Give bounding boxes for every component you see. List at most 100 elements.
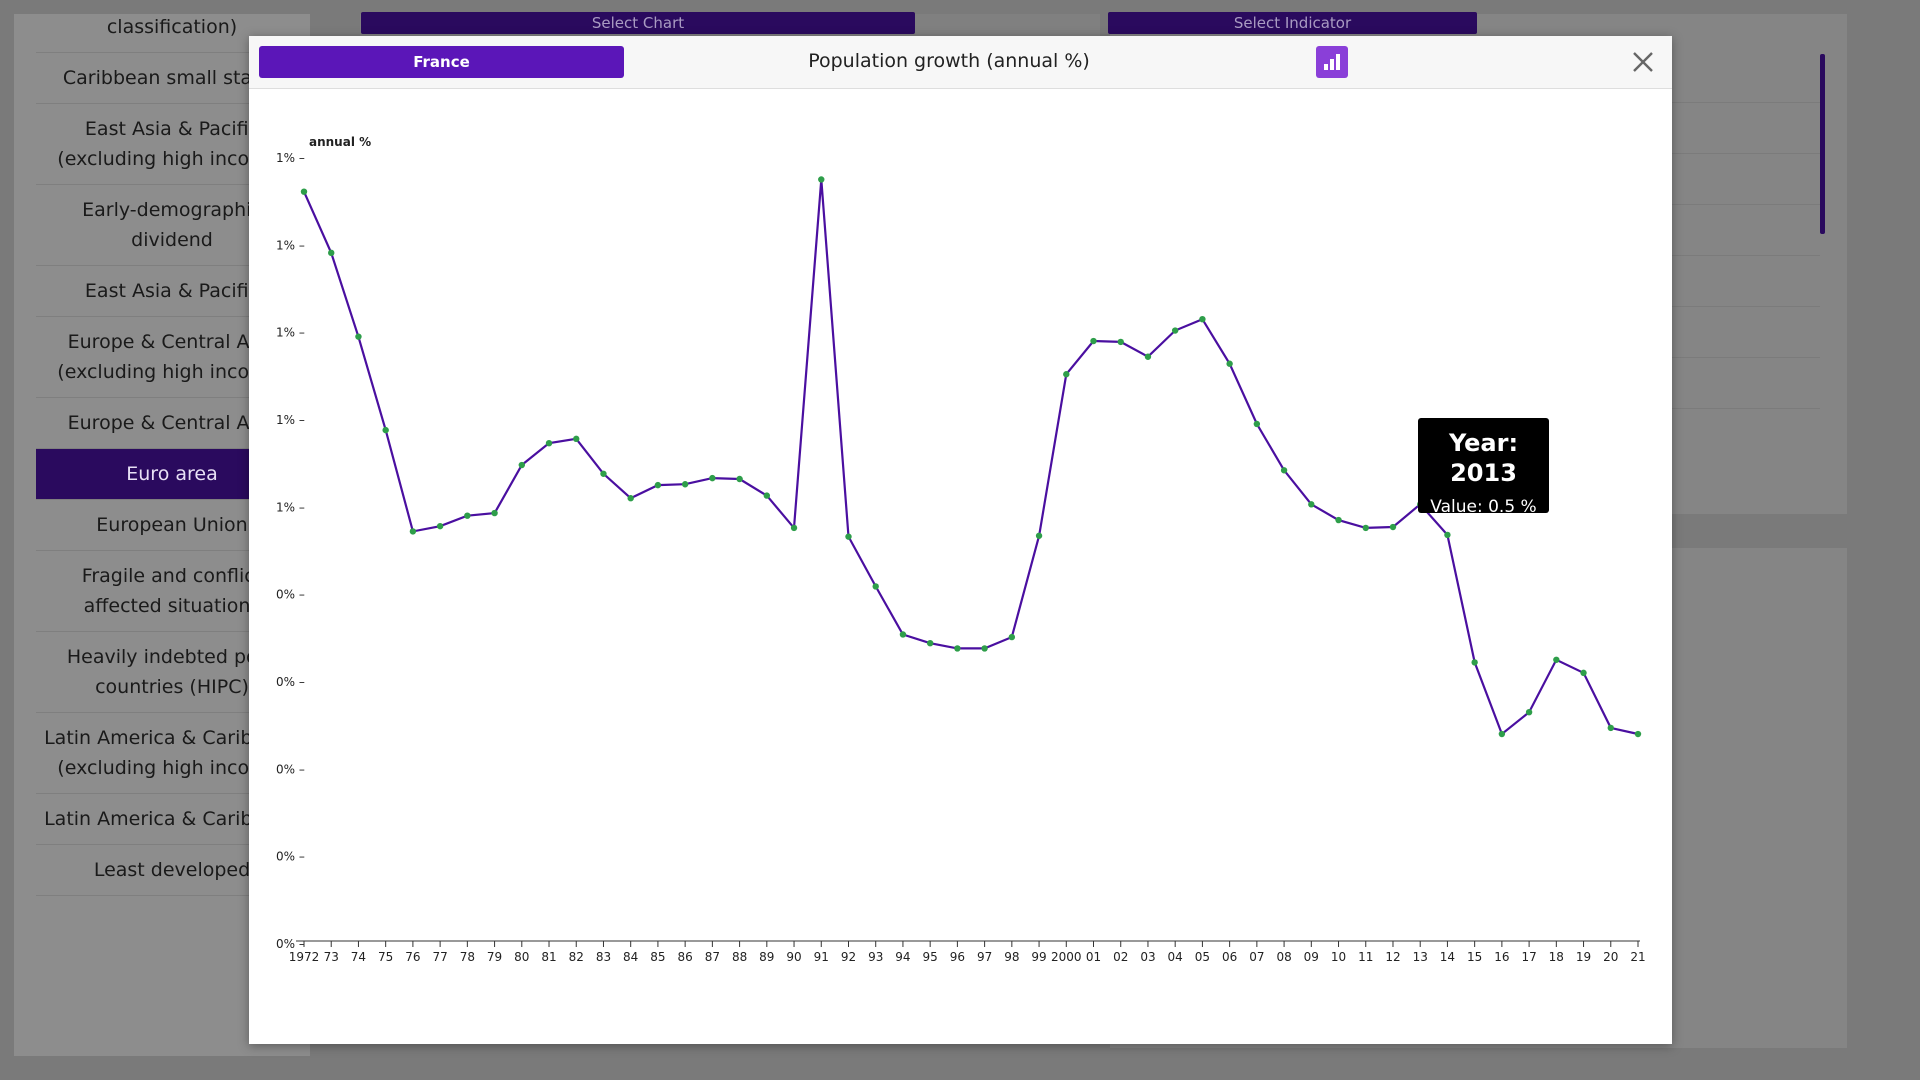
x-tick-label: 96 [950,950,965,964]
data-point[interactable] [1444,531,1451,539]
data-point[interactable] [1090,337,1097,345]
sidebar-item[interactable]: Europe & Central Asia [36,398,308,449]
bar-chart-icon [1324,54,1340,70]
chart-type-button[interactable] [1316,46,1348,78]
data-point[interactable] [627,495,634,502]
data-point[interactable] [600,470,607,477]
data-point[interactable] [1525,708,1533,716]
data-point[interactable] [1634,730,1642,738]
data-point[interactable] [1498,730,1506,738]
data-point[interactable] [1008,633,1016,641]
x-tick-label: 89 [759,950,774,964]
data-point[interactable] [981,645,988,652]
data-point[interactable] [1063,371,1070,378]
data-point[interactable] [818,176,825,183]
sidebar-item[interactable]: Early-demographic dividend [36,185,308,266]
sidebar-item[interactable]: Fragile and conflict affected situations [36,551,308,632]
data-point[interactable] [409,528,417,535]
sidebar-item[interactable]: Latin America & Caribbean [36,794,308,845]
data-point[interactable] [1117,338,1124,346]
data-point[interactable] [872,583,879,590]
data-point[interactable] [1280,467,1288,474]
x-tick-label: 88 [732,950,747,964]
x-tick-label: 20 [1603,950,1618,964]
sidebar-item[interactable]: Caribbean small states [36,53,308,104]
data-point[interactable] [464,512,471,519]
sidebar-item[interactable]: Heavily indebted poor countries (HIPC) [36,632,308,713]
data-point[interactable] [1362,524,1369,532]
data-point[interactable] [355,333,362,340]
y-tick-label: 0% – [276,850,305,864]
data-point[interactable] [709,474,716,482]
y-tick-label: 1% – [276,413,305,427]
data-point[interactable] [899,631,907,638]
x-tick-label: 79 [487,950,502,964]
x-tick-label: 81 [541,950,556,964]
sidebar-item[interactable]: Europe & Central Asia (excluding high in… [36,317,308,398]
scrollbar[interactable] [1820,54,1825,234]
data-point[interactable] [926,639,934,647]
x-tick-label: 14 [1440,950,1455,964]
data-point[interactable] [1199,315,1206,323]
x-tick-label: 06 [1222,950,1237,964]
data-point[interactable] [491,509,498,517]
data-point[interactable] [545,440,553,447]
data-point[interactable] [1226,360,1233,367]
data-point[interactable] [1580,669,1587,677]
select-chart-button[interactable]: Select Chart [361,12,915,34]
select-indicator-button[interactable]: Select Indicator [1108,12,1477,34]
x-tick-label: 04 [1168,950,1183,964]
data-point[interactable] [1035,532,1043,539]
data-point[interactable] [1308,501,1315,508]
close-button[interactable] [1627,46,1659,78]
data-point[interactable] [573,435,580,443]
data-point[interactable] [518,461,525,469]
sidebar-item[interactable]: European Union [36,500,308,551]
data-point[interactable] [654,481,662,489]
sidebar-item[interactable]: East Asia & Pacific (excluding high inco… [36,104,308,185]
data-point[interactable] [328,249,335,257]
y-tick-label: 0% – [276,937,305,951]
y-tick-label: 1% – [276,151,305,165]
data-point[interactable] [1144,353,1152,360]
y-axis-label: annual % [309,135,371,149]
data-point[interactable] [436,522,444,530]
sidebar-item[interactable]: East Asia & Pacific [36,266,308,317]
sidebar-item[interactable]: Least developed [36,845,308,896]
x-tick-label: 09 [1304,950,1319,964]
sidebar-item[interactable]: Latin America & Caribbean (excluding hig… [36,713,308,794]
data-point[interactable] [954,645,961,652]
sidebar-item[interactable]: classification) [36,14,308,53]
tooltip-year: Year: 2013 [1448,429,1519,487]
x-tick-label: 21 [1630,950,1645,964]
country-button[interactable]: France [259,46,624,78]
data-point[interactable] [1171,327,1179,334]
x-tick-label: 87 [705,950,720,964]
data-point[interactable] [300,188,308,195]
data-point[interactable] [1253,420,1261,428]
x-tick-label: 02 [1113,950,1128,964]
x-tick-label: 11 [1358,950,1373,964]
data-point[interactable] [736,475,743,483]
x-tick-label: 05 [1195,950,1210,964]
y-tick-label: 1% – [276,500,305,514]
x-tick-label: 86 [678,950,693,964]
data-point[interactable] [763,492,771,499]
x-tick-label: 82 [569,950,584,964]
data-point[interactable] [1607,724,1614,732]
data-point[interactable] [1389,523,1397,531]
data-point[interactable] [1471,659,1478,666]
data-point[interactable] [1553,656,1560,663]
x-tick-label: 74 [351,950,366,964]
data-point[interactable] [790,524,798,532]
x-tick-label: 1972 [289,950,320,964]
data-point[interactable] [845,533,852,540]
data-point[interactable] [1335,516,1342,524]
x-tick-label: 75 [378,950,393,964]
x-tick-label: 12 [1385,950,1400,964]
x-tick-label: 17 [1521,950,1536,964]
x-tick-label: 94 [895,950,910,964]
close-icon [1633,52,1653,72]
data-point[interactable] [382,426,389,434]
data-point[interactable] [681,481,689,488]
